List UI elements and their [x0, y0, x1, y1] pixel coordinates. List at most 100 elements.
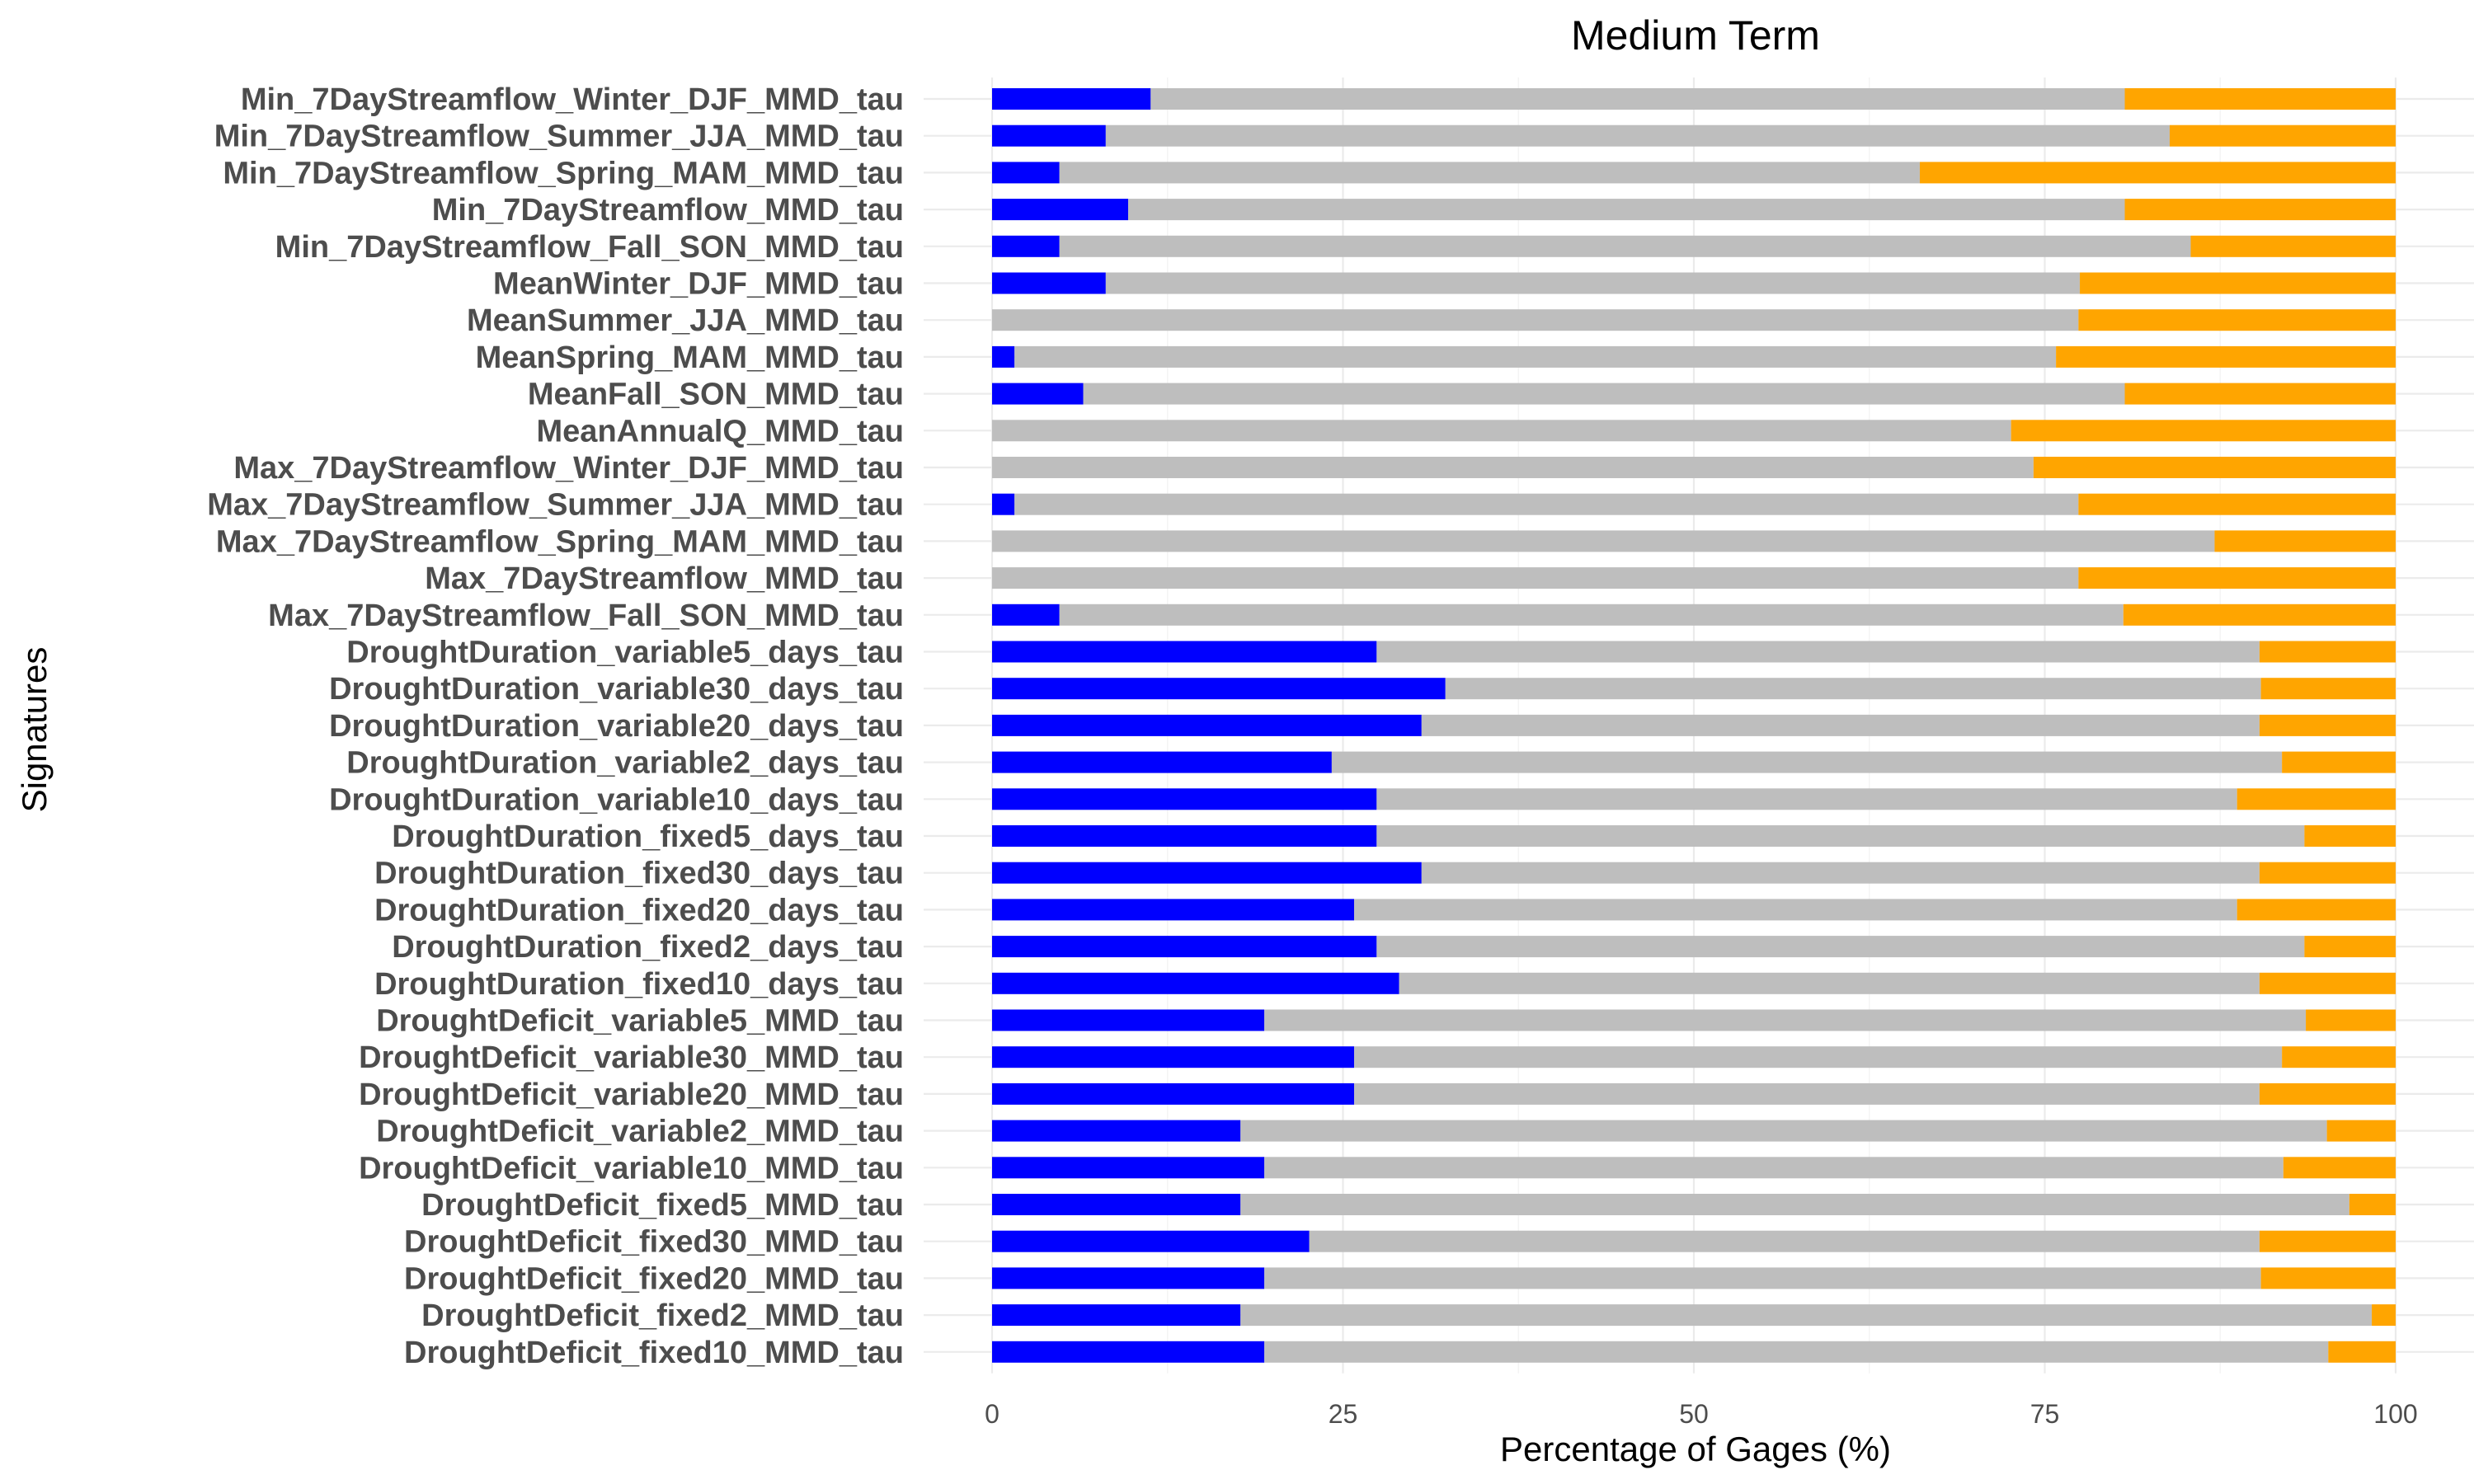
bar-segment-3 — [2306, 1009, 2396, 1031]
x-tick-label: 100 — [2373, 1399, 2417, 1429]
bar-segment-1 — [992, 345, 1015, 368]
y-tick-label: DroughtDuration_fixed5_days_tau — [392, 819, 904, 854]
bar-segment-3 — [2033, 457, 2396, 478]
y-tick-label: DroughtDeficit_variable5_MMD_tau — [376, 1004, 904, 1039]
bar-segment-1 — [992, 1046, 1355, 1068]
bar-segment-1 — [992, 88, 1151, 110]
bar-segment-1 — [992, 1304, 1241, 1327]
bar-segment-3 — [2328, 1341, 2396, 1363]
y-tick-label: Min_7DayStreamflow_Winter_DJF_MMD_tau — [241, 82, 904, 117]
x-tick-label: 75 — [2030, 1399, 2060, 1429]
bar-segment-2 — [1240, 1120, 2327, 1142]
x-tick-labels: 0 25 50 75 100 — [985, 1399, 2418, 1429]
bar-segment-2 — [1264, 1341, 2329, 1363]
bar-segment-2 — [1059, 603, 2124, 626]
bar-segment-1 — [992, 788, 1377, 810]
bar-segment-2 — [1014, 345, 2057, 368]
bar-segment-3 — [2260, 1267, 2396, 1289]
bar-segment-2 — [1354, 1082, 2260, 1105]
bar-segment-3 — [2259, 972, 2396, 994]
bar-segment-2 — [992, 530, 2215, 552]
bar-segment-1 — [992, 1082, 1355, 1105]
y-tick-labels: Min_7DayStreamflow_Winter_DJF_MMD_tau Min… — [207, 82, 904, 1370]
bar-segment-3 — [2283, 1157, 2396, 1179]
y-tick-label: DroughtDeficit_variable20_MMD_tau — [359, 1078, 904, 1112]
y-tick-label: DroughtDeficit_fixed20_MMD_tau — [404, 1261, 904, 1296]
bar-segment-1 — [992, 1194, 1241, 1215]
y-tick-label: Max_7DayStreamflow_Spring_MAM_MMD_tau — [216, 524, 904, 559]
bar-segment-2 — [1240, 1194, 2349, 1215]
bar-segment-3 — [2169, 124, 2396, 147]
bar-segment-1 — [992, 1267, 1265, 1289]
y-tick-label: MeanAnnualQ_MMD_tau — [537, 414, 904, 448]
bar-segment-3 — [2124, 383, 2396, 405]
bar-segment-2 — [1376, 788, 2237, 810]
bar-segment-1 — [992, 751, 1332, 773]
bar-segment-2 — [1059, 235, 2191, 257]
bar-segment-1 — [992, 899, 1355, 921]
bar-segment-3 — [2259, 862, 2396, 884]
bar-segment-3 — [2236, 788, 2396, 810]
chart-title: Medium Term — [1571, 12, 1820, 59]
bar-segment-2 — [1399, 972, 2260, 994]
x-tick-label: 50 — [1679, 1399, 1709, 1429]
bar-segment-3 — [2259, 714, 2396, 736]
bar-segment-1 — [992, 641, 1377, 663]
y-tick-label: Max_7DayStreamflow_Summer_JJA_MMD_tau — [207, 488, 904, 523]
y-axis-title: Signatures — [15, 647, 54, 813]
bar-segment-3 — [2260, 678, 2396, 700]
bar-segment-1 — [992, 1230, 1310, 1252]
y-tick-label: DroughtDeficit_fixed30_MMD_tau — [404, 1225, 904, 1260]
bar-segment-3 — [2056, 345, 2396, 368]
bar-segment-3 — [2190, 235, 2396, 257]
bar-segment-1 — [992, 1157, 1265, 1179]
bar-segment-1 — [992, 493, 1015, 515]
bar-segment-3 — [2259, 1082, 2396, 1105]
bar-segment-3 — [2259, 641, 2396, 663]
bar-segment-2 — [1083, 383, 2125, 405]
bar-segment-2 — [992, 420, 2011, 442]
bar-segment-3 — [2078, 309, 2396, 331]
bar-segment-3 — [2078, 493, 2396, 515]
y-tick-label: DroughtDeficit_fixed10_MMD_tau — [404, 1336, 904, 1370]
bar-segment-1 — [992, 124, 1106, 147]
bar-segment-2 — [1354, 1046, 2283, 1068]
bar-segment-2 — [992, 457, 2034, 478]
bar-segment-2 — [1105, 124, 2170, 147]
bar-segment-1 — [992, 272, 1106, 294]
bars-layer — [992, 88, 2396, 1363]
y-tick-label: MeanSummer_JJA_MMD_tau — [467, 303, 904, 338]
x-tick-label: 0 — [985, 1399, 999, 1429]
bar-segment-1 — [992, 862, 1422, 884]
bar-segment-1 — [992, 1120, 1241, 1142]
bar-segment-3 — [2259, 1230, 2396, 1252]
bar-segment-2 — [1059, 162, 1921, 184]
bar-segment-2 — [992, 567, 2079, 589]
bar-segment-1 — [992, 678, 1446, 700]
bar-segment-2 — [992, 309, 2079, 331]
y-tick-label: Min_7DayStreamflow_Fall_SON_MMD_tau — [275, 230, 904, 265]
bar-segment-3 — [2124, 199, 2396, 221]
bar-segment-2 — [1264, 1267, 2261, 1289]
bar-segment-2 — [1014, 493, 2079, 515]
y-tick-label: MeanFall_SON_MMD_tau — [528, 378, 904, 412]
bar-segment-3 — [2304, 936, 2396, 958]
bar-segment-1 — [992, 714, 1422, 736]
bar-segment-2 — [1264, 1157, 2284, 1179]
y-tick-label: MeanWinter_DJF_MMD_tau — [493, 267, 904, 302]
y-tick-label: DroughtDuration_variable5_days_tau — [346, 636, 904, 670]
y-tick-label: DroughtDeficit_variable2_MMD_tau — [376, 1115, 904, 1149]
y-tick-label: DroughtDuration_variable20_days_tau — [329, 709, 904, 744]
y-tick-label: Max_7DayStreamflow_Fall_SON_MMD_tau — [268, 599, 904, 633]
bar-segment-2 — [1376, 825, 2305, 847]
y-tick-label: DroughtDuration_fixed20_days_tau — [374, 893, 904, 928]
bar-segment-3 — [2078, 567, 2396, 589]
y-tick-label: DroughtDeficit_variable30_MMD_tau — [359, 1040, 904, 1075]
y-tick-label: DroughtDeficit_variable10_MMD_tau — [359, 1151, 904, 1186]
bar-segment-2 — [1445, 678, 2261, 700]
bar-segment-2 — [1309, 1230, 2260, 1252]
bar-segment-2 — [1421, 862, 2260, 884]
y-tick-label: DroughtDuration_fixed30_days_tau — [374, 857, 904, 891]
bar-segment-3 — [2236, 899, 2396, 921]
